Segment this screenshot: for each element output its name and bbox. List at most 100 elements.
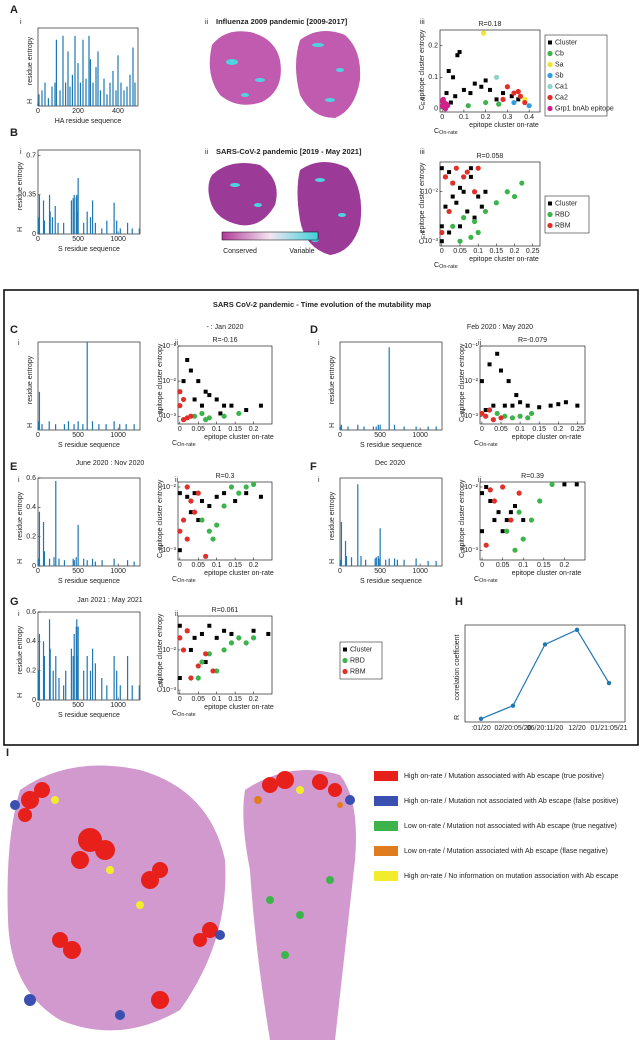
entropy-bar bbox=[103, 78, 105, 106]
entropy-bar bbox=[42, 200, 45, 234]
legend-marker bbox=[547, 94, 553, 101]
scatter-point bbox=[453, 165, 459, 171]
scatter-point bbox=[479, 204, 484, 209]
scatter-point bbox=[447, 230, 452, 235]
entropy-bar bbox=[138, 228, 140, 234]
x-axis-symbol-sub: On-rate bbox=[439, 264, 458, 270]
scatter-point bbox=[482, 208, 489, 215]
y-axis-symbol-sub: Ent bbox=[159, 408, 165, 417]
x-tick-label: 0.15 bbox=[228, 696, 242, 703]
entropy-bar bbox=[71, 74, 73, 106]
x-tick-label: 400 bbox=[112, 108, 124, 115]
scatter-point bbox=[537, 498, 543, 504]
scatter-point bbox=[465, 103, 471, 109]
scatter-point bbox=[221, 503, 227, 509]
entropy-bar bbox=[427, 560, 429, 566]
axes-frame bbox=[37, 341, 141, 431]
scatter-point bbox=[177, 491, 182, 496]
y-axis-symbol-main: H bbox=[329, 559, 336, 564]
y-axis-symbol-sub: Ent bbox=[421, 96, 427, 105]
x-tick-label: 0.3 bbox=[503, 114, 513, 121]
protein-image bbox=[209, 31, 361, 118]
scatter-point bbox=[218, 411, 223, 416]
entropy-bar bbox=[55, 480, 57, 566]
x-tick-label: 0.1 bbox=[459, 114, 469, 121]
chart-title: R=0.061 bbox=[212, 607, 239, 614]
entropy-bar bbox=[123, 90, 125, 106]
legend-label: RBM bbox=[350, 668, 366, 675]
scatter-point bbox=[468, 234, 474, 240]
entropy-bar bbox=[41, 90, 43, 106]
scatter-point bbox=[502, 403, 507, 408]
scatter-point bbox=[491, 403, 496, 408]
y-axis-symbol-main: H bbox=[17, 227, 24, 232]
entropy-bar bbox=[77, 63, 79, 106]
sublabel: i bbox=[318, 340, 320, 347]
scatter-point bbox=[479, 410, 485, 417]
entropy-bar bbox=[59, 90, 61, 106]
x-tick-label: 1000 bbox=[412, 432, 428, 439]
entropy-bar bbox=[74, 35, 76, 106]
sublabel: i bbox=[18, 611, 20, 618]
y-axis-symbol-sub: Ent bbox=[421, 230, 427, 239]
entropy-bar bbox=[344, 540, 347, 566]
x-tick-label: 0.15 bbox=[537, 562, 551, 569]
scatter-point bbox=[214, 668, 220, 674]
scatter-point bbox=[192, 491, 197, 496]
y-axis-symbol: H bbox=[17, 559, 24, 564]
y-axis-symbol-main: C bbox=[157, 687, 164, 692]
x-tick-label: 0.1 bbox=[212, 562, 222, 569]
entropy-bar bbox=[126, 560, 129, 566]
scatter-point bbox=[472, 215, 477, 220]
y-axis-symbol-sub: Ent bbox=[461, 408, 467, 417]
entropy-bar bbox=[63, 222, 65, 234]
y-axis-label: residue entropy bbox=[17, 161, 24, 210]
legend-label: Sa bbox=[555, 61, 564, 68]
entropy-bar bbox=[350, 557, 353, 566]
entropy-bar bbox=[113, 421, 115, 430]
entropy-bar bbox=[51, 86, 53, 106]
scatter-point bbox=[480, 529, 485, 534]
y-tick-label: 0 bbox=[434, 106, 438, 113]
scatter-point bbox=[199, 403, 204, 408]
axes-frame bbox=[439, 29, 541, 113]
entropy-bar bbox=[55, 656, 57, 700]
scatter-point bbox=[206, 651, 212, 657]
legend-marker bbox=[547, 83, 553, 90]
entropy-bar bbox=[347, 426, 349, 430]
entropy-bar bbox=[393, 558, 396, 566]
entropy-bar bbox=[363, 426, 365, 430]
entropy-bar bbox=[340, 424, 343, 430]
scatter-point bbox=[180, 396, 187, 403]
scatter-point bbox=[184, 536, 190, 542]
sublabel: ii bbox=[175, 477, 179, 484]
scatter-point bbox=[471, 218, 478, 225]
x-tick-label: 0.2 bbox=[249, 426, 259, 433]
scatter-point bbox=[521, 518, 526, 523]
scatter-point bbox=[490, 417, 496, 423]
entropy-bar bbox=[340, 522, 343, 566]
legend-label: Cluster bbox=[555, 200, 578, 207]
entropy-bar bbox=[44, 82, 46, 106]
entropy-bar bbox=[360, 555, 362, 566]
entropy-bar bbox=[372, 426, 375, 430]
y-axis-label: epitope cluster entropy bbox=[419, 29, 426, 100]
y-axis-symbol: R bbox=[454, 715, 461, 720]
entropy-bar bbox=[133, 424, 135, 430]
entropy-bar bbox=[43, 220, 46, 234]
sublabel: ii bbox=[205, 149, 209, 156]
entropy-bar bbox=[37, 670, 40, 700]
scatter-point bbox=[511, 193, 518, 200]
entropy-bar bbox=[43, 656, 46, 700]
scatter-point bbox=[191, 509, 198, 515]
scatter-point bbox=[199, 517, 205, 523]
scatter-point bbox=[188, 368, 193, 373]
entropy-bar bbox=[72, 558, 74, 566]
entropy-bar bbox=[83, 558, 85, 566]
panel-letter: E bbox=[10, 461, 17, 473]
scatter-point bbox=[214, 522, 220, 528]
x-tick-label: 0 bbox=[36, 432, 40, 439]
scatter-point bbox=[258, 403, 263, 408]
x-tick-label: 02/20:05/20 bbox=[495, 725, 532, 732]
y-axis-label: epitope cluster entropy bbox=[459, 343, 466, 414]
